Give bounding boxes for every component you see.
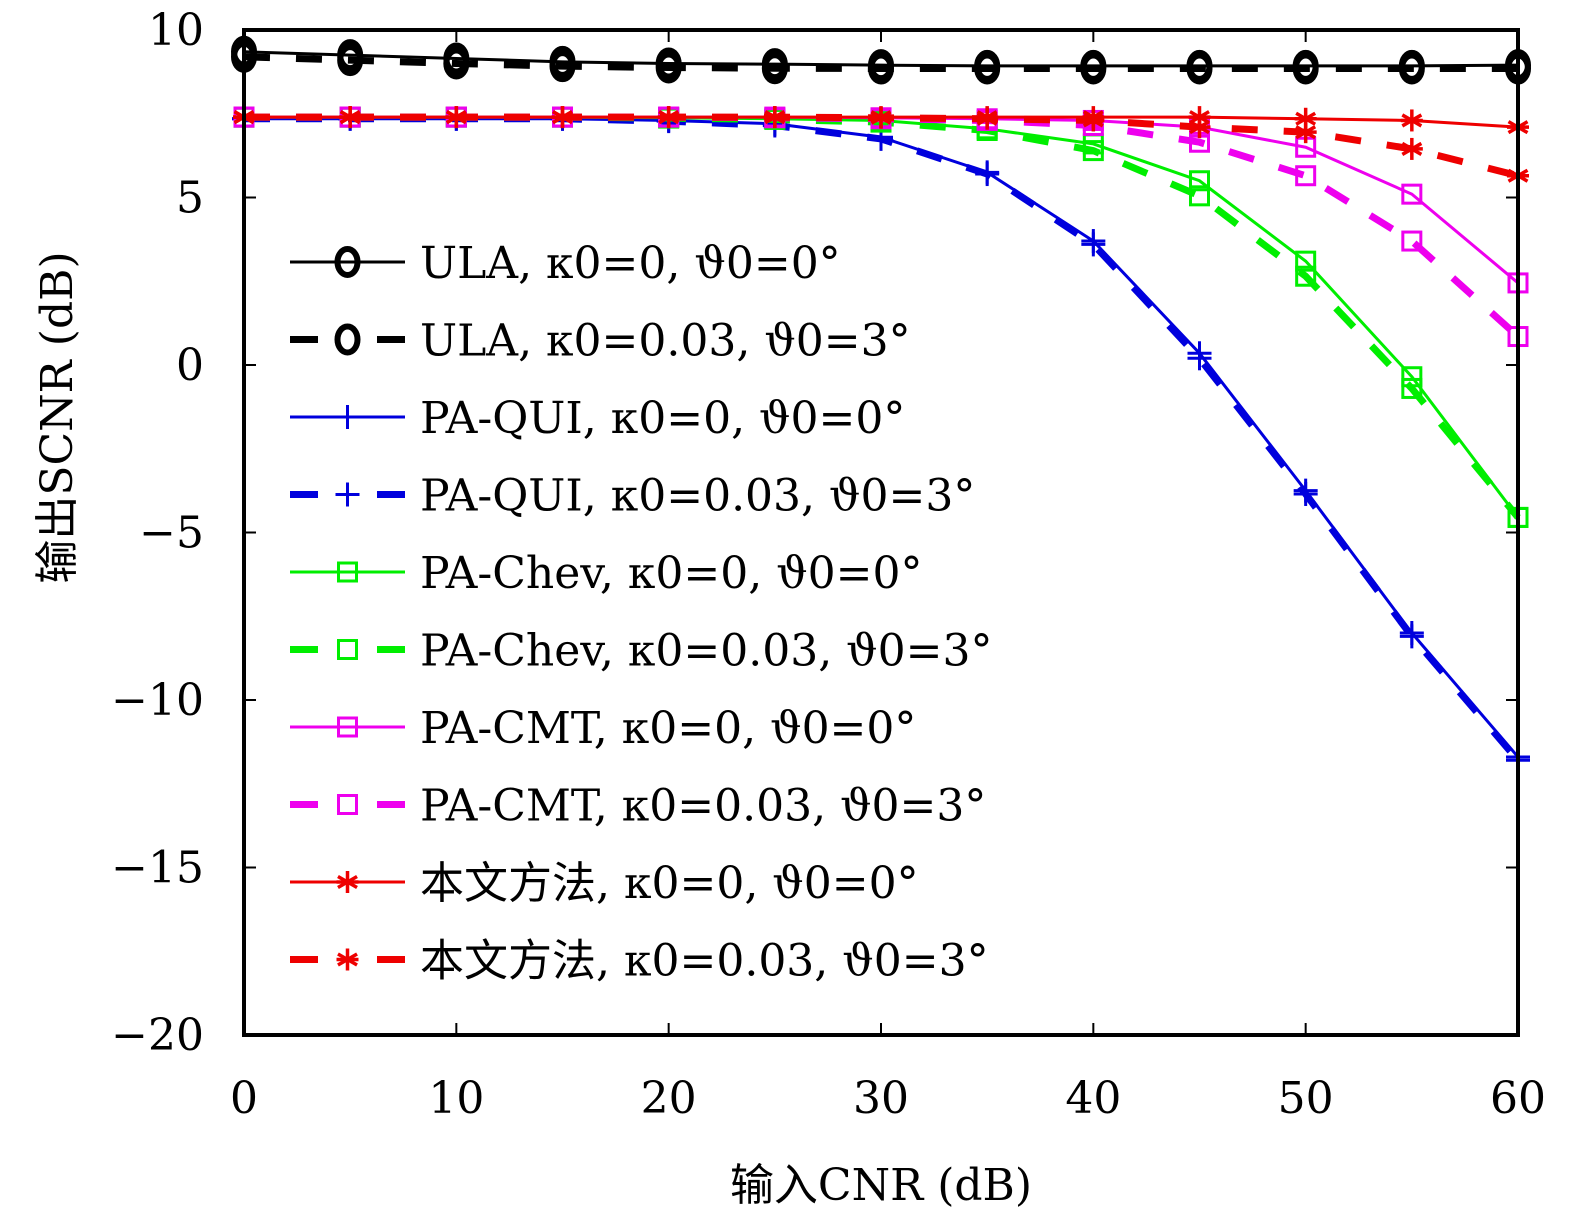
y-axis-label: 输出SCNR (dB): [32, 251, 83, 583]
data-point-marker: [1295, 165, 1317, 187]
x-tick-label: 40: [1065, 1073, 1121, 1124]
legend: ULA, κ0=0, ϑ0=0° ULA, κ0=0.03, ϑ0=3° PA-QU…: [290, 238, 992, 987]
legend-label: PA-QUI, κ0=0, ϑ0=0°: [420, 393, 905, 444]
x-tick-label: 10: [428, 1073, 484, 1124]
y-tick-label: −15: [111, 843, 204, 894]
data-point-marker: [551, 106, 574, 129]
series---dashed: [233, 106, 1529, 187]
legend-label: ULA, κ0=0.03, ϑ0=3°: [420, 316, 911, 367]
data-point-marker: [1400, 137, 1423, 160]
legend-marker: [337, 794, 358, 815]
data-point-marker: [339, 106, 362, 129]
data-point-marker: [657, 106, 680, 129]
data-point-marker: [1295, 265, 1317, 287]
legend-item: PA-CMT, κ0=0, ϑ0=0°: [290, 703, 916, 754]
legend-label: PA-CMT, κ0=0.03, ϑ0=3°: [420, 781, 986, 832]
legend-item: PA-CMT, κ0=0.03, ϑ0=3°: [290, 781, 986, 832]
legend-label: 本文方法, κ0=0.03, ϑ0=3°: [420, 936, 989, 987]
data-point-marker: [1080, 52, 1107, 85]
legend-label: PA-Chev, κ0=0, ϑ0=0°: [420, 548, 923, 599]
legend-marker: [336, 948, 359, 971]
legend-item: PA-Chev, κ0=0.03, ϑ0=3°: [290, 626, 992, 677]
y-tick-label: −20: [111, 1010, 204, 1061]
data-point-marker: [1189, 185, 1210, 207]
data-point-marker: [1082, 140, 1104, 162]
data-point-marker: [1401, 183, 1423, 205]
data-point-marker: [975, 162, 1000, 187]
data-point-marker: [1292, 52, 1319, 85]
x-tick-label: 30: [853, 1073, 909, 1124]
data-point-marker: [761, 52, 788, 85]
legend-label: ULA, κ0=0, ϑ0=0°: [420, 238, 841, 289]
legend-marker: [335, 482, 360, 507]
data-point-marker: [1401, 377, 1423, 399]
data-point-marker: [1401, 230, 1423, 252]
data-point-marker: [549, 50, 576, 83]
data-point-marker: [1294, 121, 1317, 144]
data-point-marker: [1399, 624, 1424, 649]
y-tick-label: −10: [111, 675, 204, 726]
legend-marker: [334, 246, 361, 278]
data-point-marker: [763, 106, 786, 129]
data-point-marker: [445, 106, 468, 129]
legend-item: PA-QUI, κ0=0.03, ϑ0=3°: [290, 471, 975, 522]
legend-label: 本文方法, κ0=0, ϑ0=0°: [420, 858, 919, 909]
legend-item: 本文方法, κ0=0.03, ϑ0=3°: [290, 936, 989, 987]
data-point-marker: [868, 52, 894, 85]
series-ula-solid: [231, 35, 1531, 82]
series-ula-dashed: [231, 40, 1531, 85]
x-tick-label: 50: [1278, 1073, 1334, 1124]
series-line: [243, 53, 1518, 73]
legend-item: ULA, κ0=0.03, ϑ0=3°: [290, 316, 911, 367]
x-tick-label: 0: [230, 1073, 258, 1124]
data-point-marker: [443, 47, 470, 80]
legend-item: PA-QUI, κ0=0, ϑ0=0°: [290, 393, 905, 444]
data-point-marker: [1398, 52, 1425, 85]
legend-label: PA-CMT, κ0=0, ϑ0=0°: [420, 703, 916, 754]
data-point-marker: [337, 44, 364, 77]
y-tick-label: 5: [176, 173, 204, 224]
legend-marker: [335, 405, 360, 429]
data-point-marker: [1187, 346, 1212, 371]
data-point-marker: [1293, 481, 1318, 506]
legend-item: PA-Chev, κ0=0, ϑ0=0°: [290, 548, 923, 599]
data-point-marker: [1186, 52, 1213, 85]
data-point-marker: [976, 107, 999, 130]
x-tick-label: 20: [641, 1073, 697, 1124]
legend-label: PA-QUI, κ0=0.03, ϑ0=3°: [420, 471, 975, 522]
legend-marker: [336, 871, 359, 893]
plot-layer: [231, 35, 1531, 773]
data-point-marker: [870, 106, 892, 129]
legend-item: ULA, κ0=0, ϑ0=0°: [290, 238, 841, 289]
data-point-marker: [1295, 250, 1317, 272]
data-point-marker: [974, 52, 1001, 85]
legend-label: PA-Chev, κ0=0.03, ϑ0=3°: [420, 626, 992, 677]
legend-item: 本文方法, κ0=0, ϑ0=0°: [290, 858, 919, 909]
data-point-marker: [1081, 232, 1106, 257]
x-axis-label: 输入CNR (dB): [730, 1160, 1032, 1211]
x-tick-label: 60: [1490, 1073, 1546, 1124]
y-tick-label: −5: [139, 508, 204, 559]
data-point-marker: [1400, 109, 1423, 132]
legend-marker: [334, 323, 361, 356]
legend-marker: [337, 716, 358, 738]
data-point-marker: [655, 51, 682, 84]
legend-marker: [337, 639, 358, 660]
y-tick-label: 0: [176, 340, 204, 391]
y-tick-label: 10: [148, 5, 204, 56]
data-point-marker: [1188, 116, 1211, 139]
data-point-marker: [1082, 109, 1105, 132]
legend-marker: [337, 561, 358, 583]
data-point-marker: [1189, 170, 1210, 192]
